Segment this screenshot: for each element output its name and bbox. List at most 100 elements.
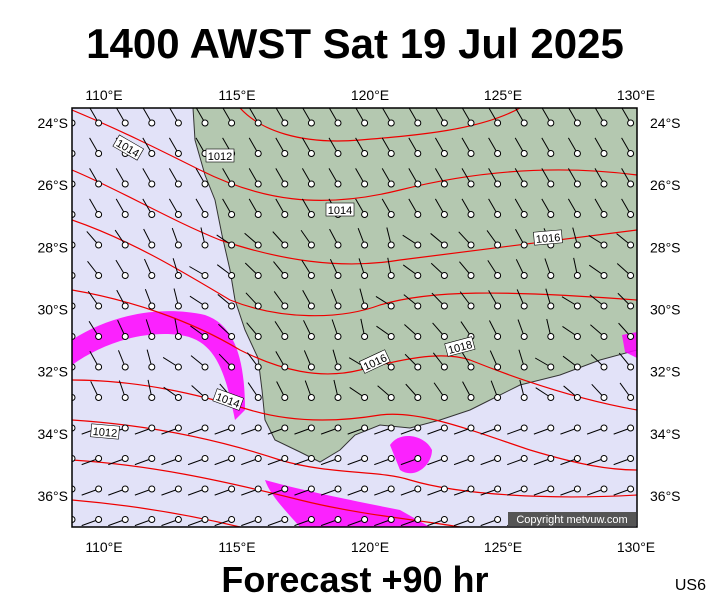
station [334, 333, 342, 340]
station [573, 333, 581, 340]
station [548, 547, 554, 553]
station [494, 180, 502, 188]
station [627, 363, 635, 371]
station [307, 241, 315, 249]
station [600, 455, 608, 462]
station [414, 516, 422, 523]
station [148, 119, 156, 127]
station [121, 180, 129, 188]
station [174, 485, 182, 493]
station [600, 241, 608, 249]
station [307, 485, 315, 493]
station [174, 211, 182, 218]
station [121, 241, 129, 249]
station [627, 272, 635, 279]
station [573, 424, 581, 432]
station [254, 272, 262, 279]
station [334, 241, 342, 249]
lat-label: 30°S [650, 301, 681, 317]
lon-label: 130°E [617, 87, 655, 103]
station [281, 394, 289, 401]
station [95, 180, 103, 188]
station [547, 180, 555, 188]
station [494, 119, 502, 127]
lon-label: 120°E [351, 87, 389, 103]
station [520, 424, 528, 432]
station [573, 363, 581, 371]
station [254, 363, 262, 371]
station [148, 272, 156, 279]
lat-label: 36°S [37, 488, 68, 504]
station [201, 272, 209, 279]
station [174, 119, 182, 127]
station [574, 547, 580, 553]
station [601, 547, 607, 553]
station [174, 455, 182, 462]
isobar-label-text: 1012 [92, 426, 117, 440]
station [600, 424, 608, 432]
station [467, 455, 475, 462]
station [520, 119, 528, 127]
station [121, 424, 129, 432]
barb [161, 550, 178, 556]
station [520, 363, 528, 371]
station [254, 424, 262, 432]
station [600, 150, 608, 157]
barb [72, 458, 73, 460]
station [440, 211, 448, 218]
station [414, 485, 422, 493]
station [174, 302, 182, 310]
station [254, 485, 262, 493]
station [281, 119, 289, 127]
station [600, 333, 608, 340]
station [361, 211, 369, 218]
station [494, 455, 502, 462]
station [308, 547, 314, 553]
station [149, 547, 155, 553]
station [281, 302, 289, 310]
station [334, 424, 342, 432]
station [281, 424, 289, 432]
station [228, 333, 236, 340]
station [307, 424, 315, 432]
station [174, 333, 182, 340]
station [520, 180, 528, 188]
station [95, 363, 103, 371]
station [95, 241, 103, 249]
station [361, 333, 369, 340]
lon-label: 110°E [85, 539, 122, 555]
station [201, 302, 209, 310]
copyright-box [508, 512, 636, 526]
station [148, 333, 156, 340]
station [334, 302, 342, 310]
station [281, 333, 289, 340]
station [148, 150, 156, 157]
station [174, 180, 182, 188]
station [387, 455, 395, 462]
station [547, 363, 555, 371]
station [334, 455, 342, 462]
station [148, 516, 156, 523]
station [307, 302, 315, 310]
lat-label: 34°S [650, 426, 681, 442]
station [414, 119, 422, 127]
station [387, 363, 395, 371]
station [387, 394, 395, 401]
station [281, 272, 289, 279]
precip [265, 480, 430, 527]
station [494, 363, 502, 371]
lat-label: 34°S [37, 426, 68, 442]
station [573, 150, 581, 157]
station [467, 516, 475, 523]
station [334, 394, 342, 401]
station [467, 241, 475, 249]
title: 1400 AWST Sat 19 Jul 2025 [86, 20, 624, 67]
station [95, 333, 103, 340]
station [414, 302, 422, 310]
station [201, 180, 209, 188]
station [174, 150, 182, 157]
isobar-label-box [325, 202, 355, 217]
station [520, 485, 528, 493]
station [121, 363, 129, 371]
station [440, 333, 448, 340]
